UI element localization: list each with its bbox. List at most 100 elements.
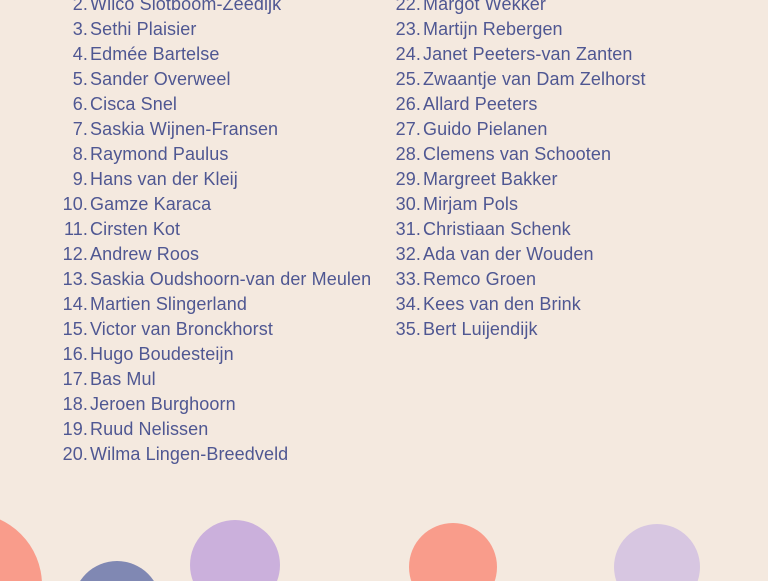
list-item-number: 33. bbox=[395, 269, 421, 289]
list-item-number: 10. bbox=[62, 194, 88, 214]
list-item-name: Bas Mul bbox=[90, 369, 156, 389]
list-item-number: 23. bbox=[395, 19, 421, 39]
list-item: 4. Edmée Bartelse bbox=[52, 42, 371, 67]
decorative-circle-icon bbox=[409, 523, 497, 581]
list-item-number: 4. bbox=[72, 44, 88, 64]
list-item-number: 28. bbox=[395, 144, 421, 164]
list-item-number: 5. bbox=[72, 69, 88, 89]
list-item-name: Mirjam Pols bbox=[423, 194, 519, 214]
list-item-number: 27. bbox=[395, 119, 421, 139]
list-item-name: Saskia Oudshoorn-van der Meulen bbox=[90, 269, 372, 289]
list-item-number: 12. bbox=[62, 244, 88, 264]
list-item: 10. Gamze Karaca bbox=[52, 192, 371, 217]
list-item: 17. Bas Mul bbox=[52, 367, 371, 392]
list-item: 16. Hugo Boudesteijn bbox=[52, 342, 371, 367]
list-item-name: Wilma Lingen-Breedveld bbox=[90, 444, 289, 464]
list-item-number: 19. bbox=[62, 419, 88, 439]
list-item-number: 16. bbox=[62, 344, 88, 364]
list-item: 24. Janet Peeters-van Zanten bbox=[385, 42, 646, 67]
list-item-number: 24. bbox=[395, 44, 421, 64]
list-item-name: Hugo Boudesteijn bbox=[90, 344, 234, 364]
list-item-name: Zwaantje van Dam Zelhorst bbox=[423, 69, 646, 89]
list-item-number: 17. bbox=[62, 369, 88, 389]
list-item-number: 14. bbox=[62, 294, 88, 314]
list-item-number: 2. bbox=[72, 0, 88, 14]
list-item: 12. Andrew Roos bbox=[52, 242, 371, 267]
list-item: 32. Ada van der Wouden bbox=[385, 242, 646, 267]
list-item-name: Sethi Plaisier bbox=[90, 19, 197, 39]
list-item-name: Ruud Nelissen bbox=[90, 419, 209, 439]
list-item: 29. Margreet Bakker bbox=[385, 167, 646, 192]
list-item-name: Allard Peeters bbox=[423, 94, 538, 114]
list-item-number: 11. bbox=[64, 219, 88, 239]
list-item-name: Andrew Roos bbox=[90, 244, 200, 264]
list-item-name: Saskia Wijnen-Fransen bbox=[90, 119, 279, 139]
list-item-name: Wilco Slotboom-Zeedijk bbox=[90, 0, 282, 14]
list-item-number: 29. bbox=[395, 169, 421, 189]
list-item: 23. Martijn Rebergen bbox=[385, 17, 646, 42]
decorative-circle-icon bbox=[190, 520, 280, 581]
list-item-name: Sander Overweel bbox=[90, 69, 231, 89]
list-item-number: 15. bbox=[62, 319, 88, 339]
list-item-name: Margot Wekker bbox=[423, 0, 547, 14]
list-item-number: 32. bbox=[395, 244, 421, 264]
list-item: 2. Wilco Slotboom-Zeedijk bbox=[52, 0, 371, 17]
list-item: 26. Allard Peeters bbox=[385, 92, 646, 117]
list-item: 33. Remco Groen bbox=[385, 267, 646, 292]
list-item: 20. Wilma Lingen-Breedveld bbox=[52, 442, 371, 467]
list-item-name: Martien Slingerland bbox=[90, 294, 247, 314]
list-item: 8. Raymond Paulus bbox=[52, 142, 371, 167]
list-item: 28. Clemens van Schooten bbox=[385, 142, 646, 167]
list-item-number: 22. bbox=[395, 0, 421, 14]
list-item-name: Cirsten Kot bbox=[90, 219, 181, 239]
list-item: 3. Sethi Plaisier bbox=[52, 17, 371, 42]
list-item-number: 6. bbox=[72, 94, 88, 114]
list-item-number: 35. bbox=[395, 319, 421, 339]
list-item: 27. Guido Pielanen bbox=[385, 117, 646, 142]
list-item-name: Gamze Karaca bbox=[90, 194, 212, 214]
list-item-name: Edmée Bartelse bbox=[90, 44, 220, 64]
decorative-circle-icon bbox=[73, 561, 161, 581]
list-item: 31. Christiaan Schenk bbox=[385, 217, 646, 242]
list-item: 15. Victor van Bronckhorst bbox=[52, 317, 371, 342]
list-item-name: Margreet Bakker bbox=[423, 169, 558, 189]
list-item-name: Remco Groen bbox=[423, 269, 537, 289]
list-item: 25. Zwaantje van Dam Zelhorst bbox=[385, 67, 646, 92]
list-item-number: 7. bbox=[72, 119, 88, 139]
list-item-number: 31. bbox=[395, 219, 421, 239]
list-item-name: Janet Peeters-van Zanten bbox=[423, 44, 633, 64]
list-item: 30. Mirjam Pols bbox=[385, 192, 646, 217]
list-item-number: 26. bbox=[395, 94, 421, 114]
list-item-name: Kees van den Brink bbox=[423, 294, 581, 314]
list-item-name: Guido Pielanen bbox=[423, 119, 548, 139]
name-list-left-column: 2. Wilco Slotboom-Zeedijk 3. Sethi Plaisie… bbox=[52, 0, 371, 467]
list-item-name: Hans van der Kleij bbox=[90, 169, 238, 189]
list-item-number: 18. bbox=[62, 394, 88, 414]
list-item-number: 8. bbox=[72, 144, 88, 164]
list-item-name: Ada van der Wouden bbox=[423, 244, 594, 264]
list-item: 35. Bert Luijendijk bbox=[385, 317, 646, 342]
name-list-right-column: 22. Margot Wekker 23. Martijn Rebergen 24.… bbox=[385, 0, 646, 342]
decorative-circle-icon bbox=[0, 513, 42, 581]
list-item: 7. Saskia Wijnen-Fransen bbox=[52, 117, 371, 142]
list-item-name: Martijn Rebergen bbox=[423, 19, 563, 39]
list-item-number: 34. bbox=[395, 294, 421, 314]
list-item: 6. Cisca Snel bbox=[52, 92, 371, 117]
list-item: 14. Martien Slingerland bbox=[52, 292, 371, 317]
list-item-name: Jeroen Burghoorn bbox=[90, 394, 236, 414]
list-item: 34. Kees van den Brink bbox=[385, 292, 646, 317]
list-item: 9. Hans van der Kleij bbox=[52, 167, 371, 192]
list-item-name: Cisca Snel bbox=[90, 94, 178, 114]
list-item-name: Christiaan Schenk bbox=[423, 219, 571, 239]
list-item-number: 3. bbox=[72, 19, 88, 39]
list-item: 22. Margot Wekker bbox=[385, 0, 646, 17]
list-item: 5. Sander Overweel bbox=[52, 67, 371, 92]
list-item: 11. Cirsten Kot bbox=[52, 217, 371, 242]
list-item-number: 30. bbox=[395, 194, 421, 214]
list-item: 18. Jeroen Burghoorn bbox=[52, 392, 371, 417]
list-item-number: 25. bbox=[395, 69, 421, 89]
list-item-name: Victor van Bronckhorst bbox=[90, 319, 273, 339]
list-item-number: 13. bbox=[62, 269, 88, 289]
list-item-number: 20. bbox=[62, 444, 88, 464]
